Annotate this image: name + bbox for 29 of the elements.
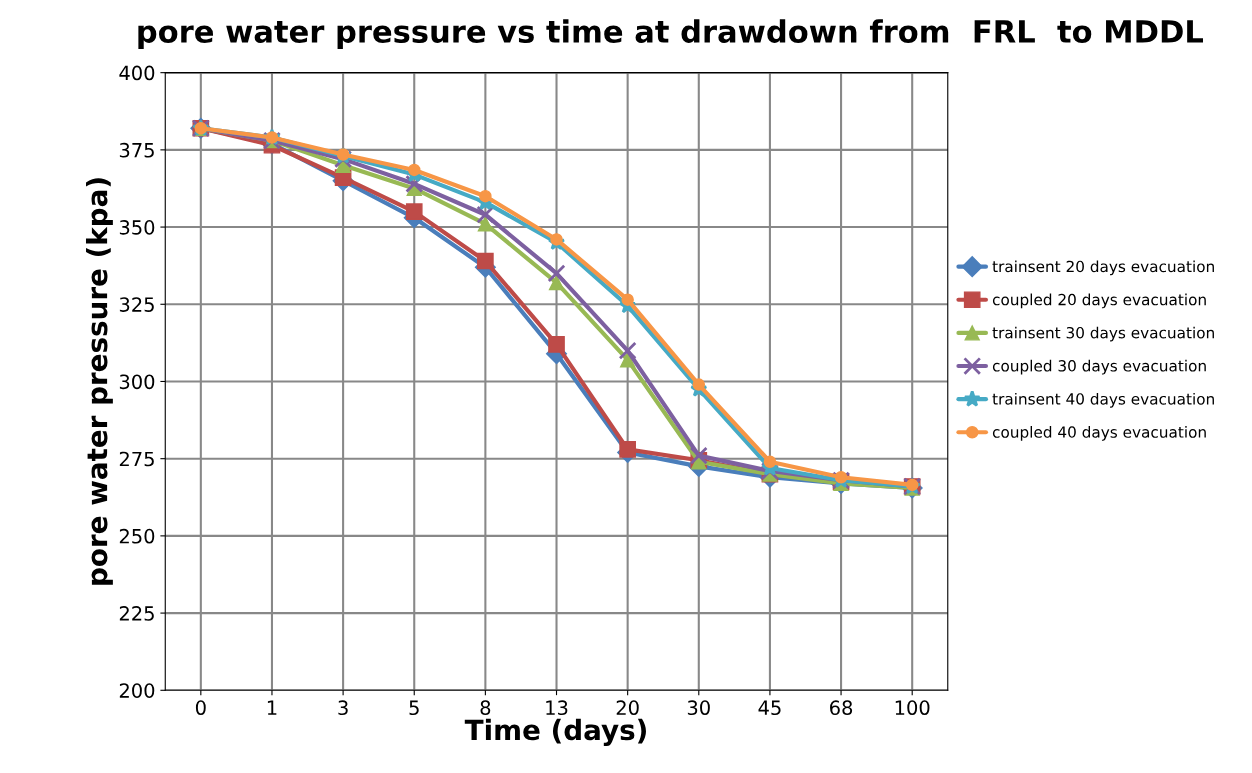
y-tick-label: 325 (119, 297, 154, 312)
x-tick-label: 100 (895, 700, 930, 716)
y-tick-label: 200 (119, 683, 155, 698)
legend-label: trainsent 20 days evacuation (992, 260, 1214, 276)
chart-title: pore water pressure vs time at drawdown from FRL to MDDL (138, 19, 1203, 49)
x-tick-label: 68 (830, 700, 853, 716)
y-axis-title: pore water pressure (kpa) (85, 178, 113, 585)
legend-label: trainsent 30 days evacuation (992, 326, 1214, 342)
legend-label: trainsent 40 days evacuation (992, 392, 1214, 408)
y-tick-label: 250 (119, 528, 155, 544)
x-tick-label: 3 (338, 700, 348, 716)
legend-label: coupled 30 days evacuation (992, 359, 1206, 375)
legend-label: coupled 40 days evacuation (992, 426, 1206, 441)
x-tick-label: 20 (616, 700, 639, 716)
x-tick-label: 5 (409, 700, 419, 716)
y-tick-label: 400 (119, 65, 155, 81)
x-tick-label: 13 (546, 700, 568, 716)
y-tick-label: 375 (119, 142, 154, 158)
x-tick-label: 0 (195, 700, 206, 716)
y-tick-label: 350 (119, 220, 155, 235)
x-tick-label: 30 (687, 700, 710, 716)
x-tick-label: 1 (267, 700, 277, 715)
legend-label: coupled 20 days evacuation (992, 293, 1206, 309)
y-tick-label: 275 (119, 451, 154, 467)
x-axis-title: Time (days) (464, 718, 646, 746)
y-tick-label: 225 (119, 606, 154, 621)
x-tick-label: 8 (480, 700, 491, 716)
x-tick-label: 45 (758, 700, 781, 716)
y-tick-label: 300 (119, 374, 155, 390)
